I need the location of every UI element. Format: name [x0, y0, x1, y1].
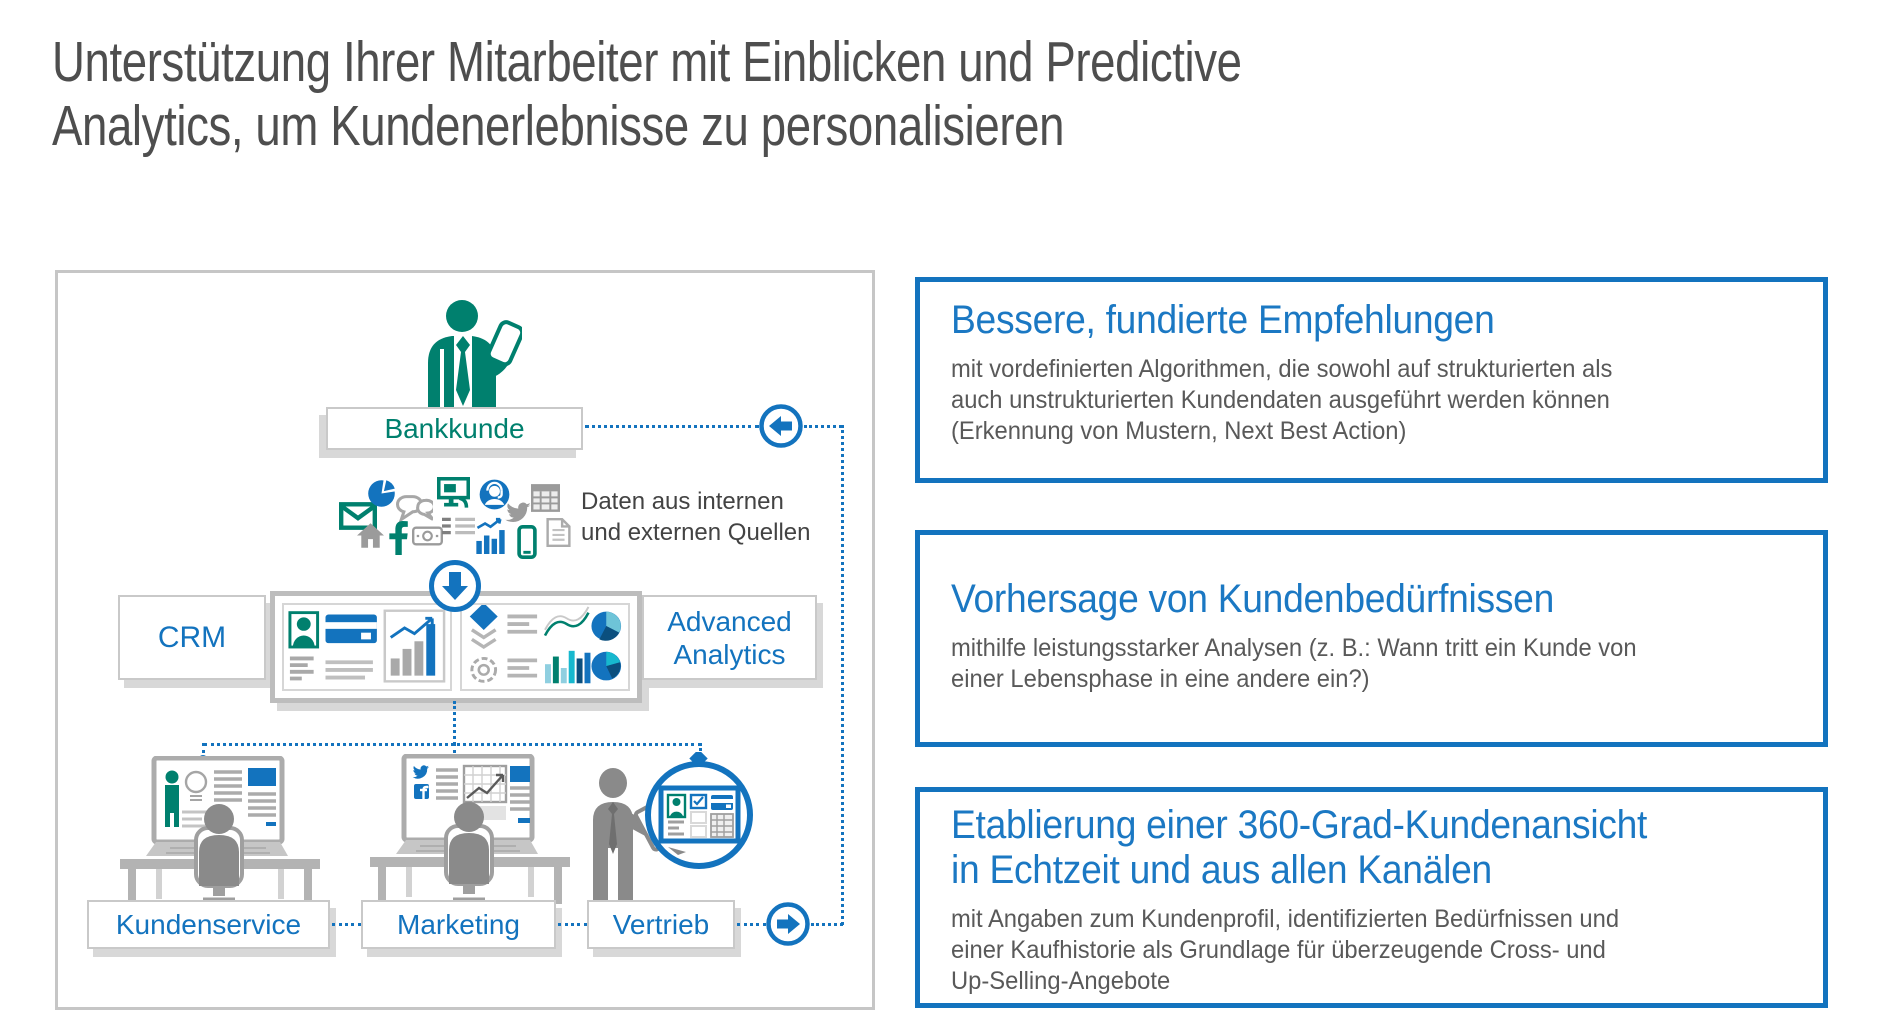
crm-box: CRM	[118, 595, 266, 680]
analytics-mock	[469, 602, 622, 684]
presentation-icon	[437, 477, 470, 508]
document-icon	[546, 518, 571, 547]
connector-loop-top	[804, 425, 842, 428]
data-sources-icon-cluster	[333, 473, 578, 565]
connector-arrow-loop	[811, 923, 843, 926]
connector-mid-down	[453, 701, 456, 745]
benefit-title: Vorhersage von Kundenbedürfnissen	[951, 577, 1554, 621]
benefit-title: Bessere, fundierte Empfehlungen	[951, 298, 1495, 342]
kundenservice-label: Kundenservice	[115, 908, 302, 940]
banknote-icon	[412, 526, 443, 546]
bankkunde-label: Bankkunde	[384, 412, 525, 444]
tablet-zoom-circle	[645, 752, 753, 869]
customer-profile-subpanel	[282, 603, 452, 691]
bank-customer-icon	[428, 300, 522, 409]
connector-customer-loop	[585, 425, 759, 428]
envelope-icon	[339, 502, 377, 530]
bankkunde-label-box: Bankkunde	[326, 407, 583, 450]
connector-vt-arrow	[737, 923, 766, 926]
vertrieb-label: Vertrieb	[612, 908, 710, 940]
left-arrow-icon	[759, 404, 803, 448]
facebook-icon	[389, 521, 408, 555]
connector-drop-3	[699, 743, 702, 757]
connector-drop-1	[202, 743, 205, 759]
bar-chart-icon	[476, 517, 505, 554]
marketing-label: Marketing	[397, 908, 520, 940]
station-kundenservice: Kundenservice	[87, 900, 330, 949]
support-agent-icon	[479, 479, 510, 510]
advanced-analytics-box: Advanced Analytics	[642, 595, 817, 680]
list-icon	[442, 517, 475, 535]
station-marketing: Marketing	[361, 900, 556, 949]
connector-loop-vertical	[841, 425, 844, 925]
twitter-icon	[505, 502, 531, 523]
pie-chart-icon	[368, 479, 396, 507]
chat-bubbles-icon	[396, 495, 433, 522]
analytics-subpanel	[460, 602, 630, 691]
spreadsheet-icon	[531, 484, 560, 512]
connector-mk-vt	[558, 923, 587, 926]
benefit-box-recommendations: Bessere, fundierte Empfehlungen mit vord…	[915, 277, 1828, 483]
smartphone-icon	[517, 525, 537, 559]
diagram-panel: Bankkunde	[55, 270, 875, 1010]
benefit-box-prediction: Vorhersage von Kundenbedürfnissen mithil…	[915, 530, 1828, 747]
page-title: Unterstützung Ihrer Mitarbeiter mit Einb…	[52, 30, 1242, 158]
kundenservice-desk	[120, 756, 320, 906]
connector-stations	[204, 743, 701, 746]
benefit-box-360-view: Etablierung einer 360-Grad-Kundenansicht…	[915, 787, 1828, 1008]
crm-label: CRM	[157, 620, 227, 654]
crm-analytics-screen-box	[270, 591, 642, 703]
right-arrow-icon	[766, 902, 810, 946]
connector-drop-2	[453, 743, 456, 759]
benefit-body: mit Angaben zum Kundenprofil, identifizi…	[951, 905, 1620, 995]
benefit-body: mit vordefinierten Algorithmen, die sowo…	[951, 355, 1613, 445]
home-icon	[357, 523, 384, 548]
advanced-analytics-label: Advanced Analytics	[667, 605, 792, 670]
data-sources-caption: Daten aus internen und externen Quellen	[581, 488, 811, 546]
marketing-desk	[370, 754, 570, 904]
customer-profile-mock	[288, 609, 446, 683]
down-arrow-icon	[429, 560, 481, 612]
station-vertrieb: Vertrieb	[587, 900, 735, 949]
benefit-body: mithilfe leistungsstarker Analysen (z. B…	[951, 634, 1637, 693]
connector-ks-mk	[332, 923, 361, 926]
benefit-title: Etablierung einer 360-Grad-Kundenansicht…	[951, 803, 1648, 892]
